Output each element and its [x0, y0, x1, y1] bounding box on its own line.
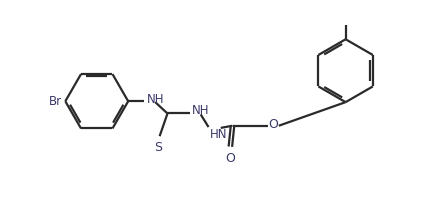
Text: S: S [154, 141, 162, 154]
Text: Br: Br [49, 95, 62, 108]
Text: NH: NH [192, 104, 209, 117]
Text: O: O [268, 118, 279, 131]
Text: NH: NH [147, 93, 164, 106]
Text: O: O [226, 152, 235, 165]
Text: HN: HN [209, 128, 227, 141]
